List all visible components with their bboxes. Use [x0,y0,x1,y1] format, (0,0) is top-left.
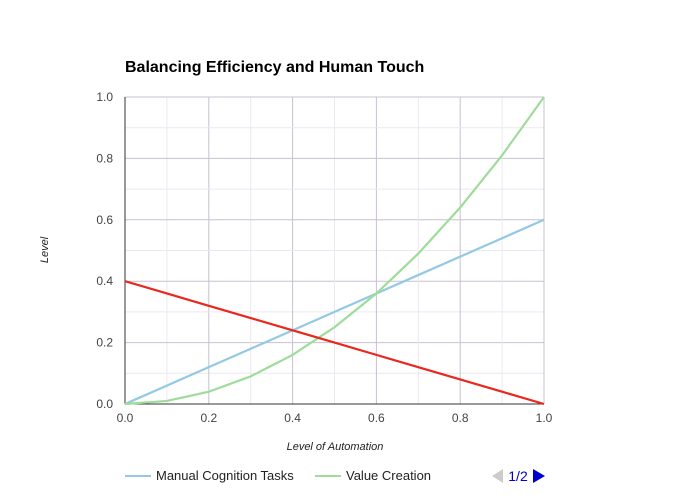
tick-labels: 0.0 0.2 0.4 0.6 0.8 1.0 0.0 0.2 0.4 0.6 0.8 1.0 [96,90,552,425]
chart-title: Balancing Efficiency and Human Touch [125,59,424,76]
triangle-right-icon[interactable] [533,469,545,483]
y-axis-label: Level [39,236,51,263]
y-tick-label: 0.0 [96,397,113,411]
x-tick-label: 0.2 [200,411,217,425]
x-tick-label: 0.6 [368,411,385,425]
series-line-red [124,280,545,406]
legend-page-indicator: 1/2 [508,468,528,484]
grid [125,96,545,405]
series-line-value-creation [124,96,545,406]
legend-pager: 1/2 [492,468,545,484]
legend-label: Value Creation [346,468,431,483]
legend: Manual Cognition Tasks Value Creation 1/… [125,468,545,484]
y-tick-label: 0.8 [96,151,113,165]
y-tick-label: 1.0 [96,90,113,104]
legend-item-value-creation[interactable]: Value Creation [315,468,431,483]
legend-label: Manual Cognition Tasks [156,468,294,483]
y-tick-label: 0.4 [96,274,113,288]
series-line-manual-cognition-tasks [124,218,545,406]
legend-item-manual-cognition-tasks[interactable]: Manual Cognition Tasks [125,468,294,483]
x-tick-label: 1.0 [536,411,553,425]
axes [124,97,544,405]
plot-area [124,96,545,406]
x-axis-label: Level of Automation [287,441,384,453]
y-tick-label: 0.2 [96,336,113,350]
x-tick-label: 0.4 [284,411,301,425]
x-tick-label: 0.8 [452,411,469,425]
y-tick-label: 0.6 [96,213,113,227]
x-tick-label: 0.0 [117,411,134,425]
triangle-left-icon[interactable] [492,469,503,483]
